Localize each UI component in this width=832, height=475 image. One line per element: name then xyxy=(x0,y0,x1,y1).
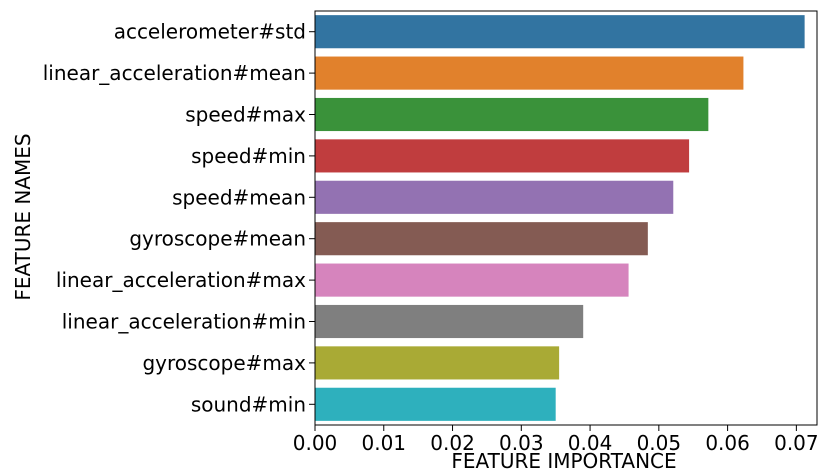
bar-6 xyxy=(315,263,629,297)
y-tick-label-3: speed#min xyxy=(191,144,306,168)
x-tick-label-3: 0.03 xyxy=(499,431,544,455)
y-tick-label-9: sound#min xyxy=(191,392,306,416)
x-tick-label-7: 0.07 xyxy=(774,431,819,455)
bar-3 xyxy=(315,139,690,173)
y-tick-label-5: gyroscope#mean xyxy=(129,227,306,251)
y-tick-label-6: linear_acceleration#max xyxy=(56,268,306,292)
plot-frame xyxy=(314,10,818,426)
x-axis-label: FEATURE IMPORTANCE xyxy=(451,449,676,471)
x-tick-label-2: 0.02 xyxy=(430,431,475,455)
y-tick-label-1: linear_acceleration#mean xyxy=(43,61,306,85)
x-tick-label-0: 0.00 xyxy=(293,431,338,455)
bar-8 xyxy=(315,346,560,380)
x-tick-label-5: 0.05 xyxy=(637,431,682,455)
bar-1 xyxy=(315,56,744,90)
y-tick-labels: accelerometer#std linear_acceleration#mea… xyxy=(43,20,315,416)
x-tick-label-6: 0.06 xyxy=(705,431,750,455)
bar-5 xyxy=(315,222,648,256)
y-tick-label-8: gyroscope#max xyxy=(142,351,306,375)
bar-0 xyxy=(315,15,805,49)
y-tick-label-4: speed#mean xyxy=(172,185,306,209)
x-tick-label-1: 0.01 xyxy=(362,431,407,455)
bar-9 xyxy=(315,387,556,421)
y-axis-label: FEATURE NAMES xyxy=(11,133,35,300)
y-tick-label-2: speed#max xyxy=(185,103,306,127)
bar-7 xyxy=(315,304,584,339)
bars-group xyxy=(315,15,805,421)
axes-frame xyxy=(314,10,818,426)
y-tick-label-7: linear_acceleration#min xyxy=(62,310,306,334)
y-tick-label-0: accelerometer#std xyxy=(114,20,306,44)
bar-2 xyxy=(315,97,709,132)
x-tick-label-4: 0.04 xyxy=(568,431,613,455)
bar-4 xyxy=(315,180,674,214)
x-ticks: 0.00 0.01 0.02 0.03 0.04 0.05 0.06 0.07 xyxy=(293,425,819,455)
